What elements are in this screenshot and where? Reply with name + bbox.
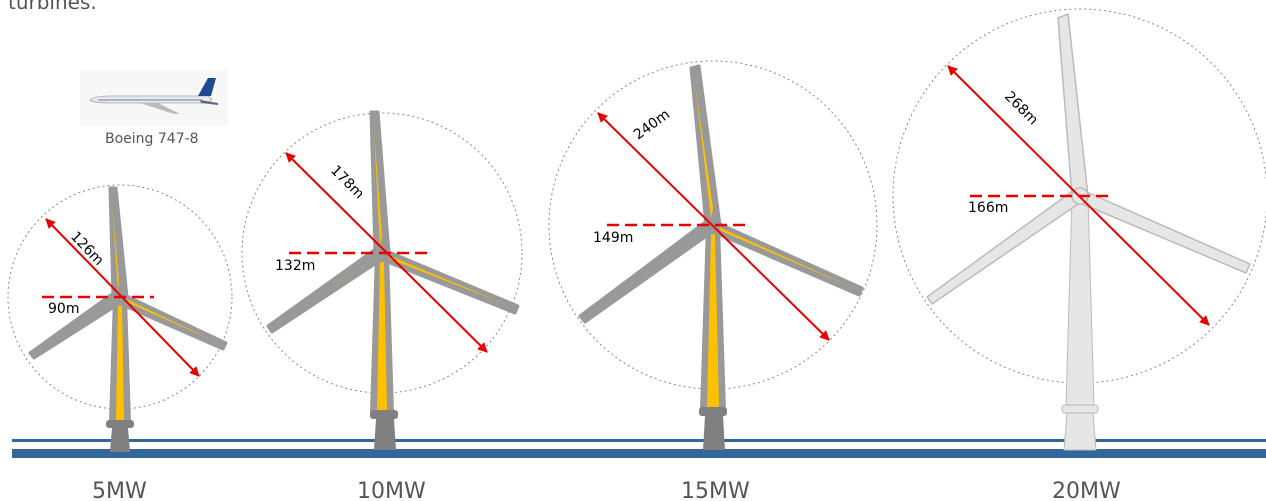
turbine-5mw: 126m 90m 5MW: [7, 184, 233, 501]
rotor-circle: [241, 112, 523, 394]
hub-height-label: 90m: [48, 301, 79, 317]
rotor-diameter-arrow: [597, 112, 830, 341]
tower: [370, 253, 398, 450]
power-label: 20MW: [1052, 479, 1121, 501]
sea-line: [12, 439, 1266, 458]
rotor-diameter-label: 268m: [1001, 89, 1041, 129]
blades: [266, 110, 520, 334]
rotor-diameter-arrow: [45, 218, 200, 377]
rotor-diameter-label: 240m: [631, 107, 673, 144]
rotor-diameter-arrow: [947, 65, 1210, 326]
tower: [106, 297, 134, 452]
power-label: 10MW: [357, 479, 426, 501]
tower: [699, 225, 727, 450]
tower: [1061, 195, 1099, 451]
turbine-20mw: 268m 166m 20MW: [892, 8, 1266, 501]
rotor-circle: [548, 60, 878, 390]
rotor-diameter-arrow: [285, 152, 488, 353]
power-label: 15MW: [681, 479, 750, 501]
hub-height-label: 149m: [593, 230, 633, 246]
boeing-747-image: [80, 70, 228, 126]
turbine-10mw: 178m 132m 10MW: [241, 110, 523, 501]
intro-text: turbines.: [8, 0, 97, 14]
rotor-diameter-label: 126m: [67, 229, 107, 269]
rotor-diameter-label: 178m: [327, 163, 367, 203]
turbine-15mw: 240m 240m 240m 240m 240m 240m 149m 15MW: [548, 60, 878, 501]
boeing-caption: Boeing 747-8: [105, 131, 199, 147]
rotor-circle: [892, 8, 1266, 384]
hub-height-label: 166m: [968, 200, 1008, 216]
hub-height-label: 132m: [275, 258, 315, 274]
power-label: 5MW: [92, 479, 147, 501]
